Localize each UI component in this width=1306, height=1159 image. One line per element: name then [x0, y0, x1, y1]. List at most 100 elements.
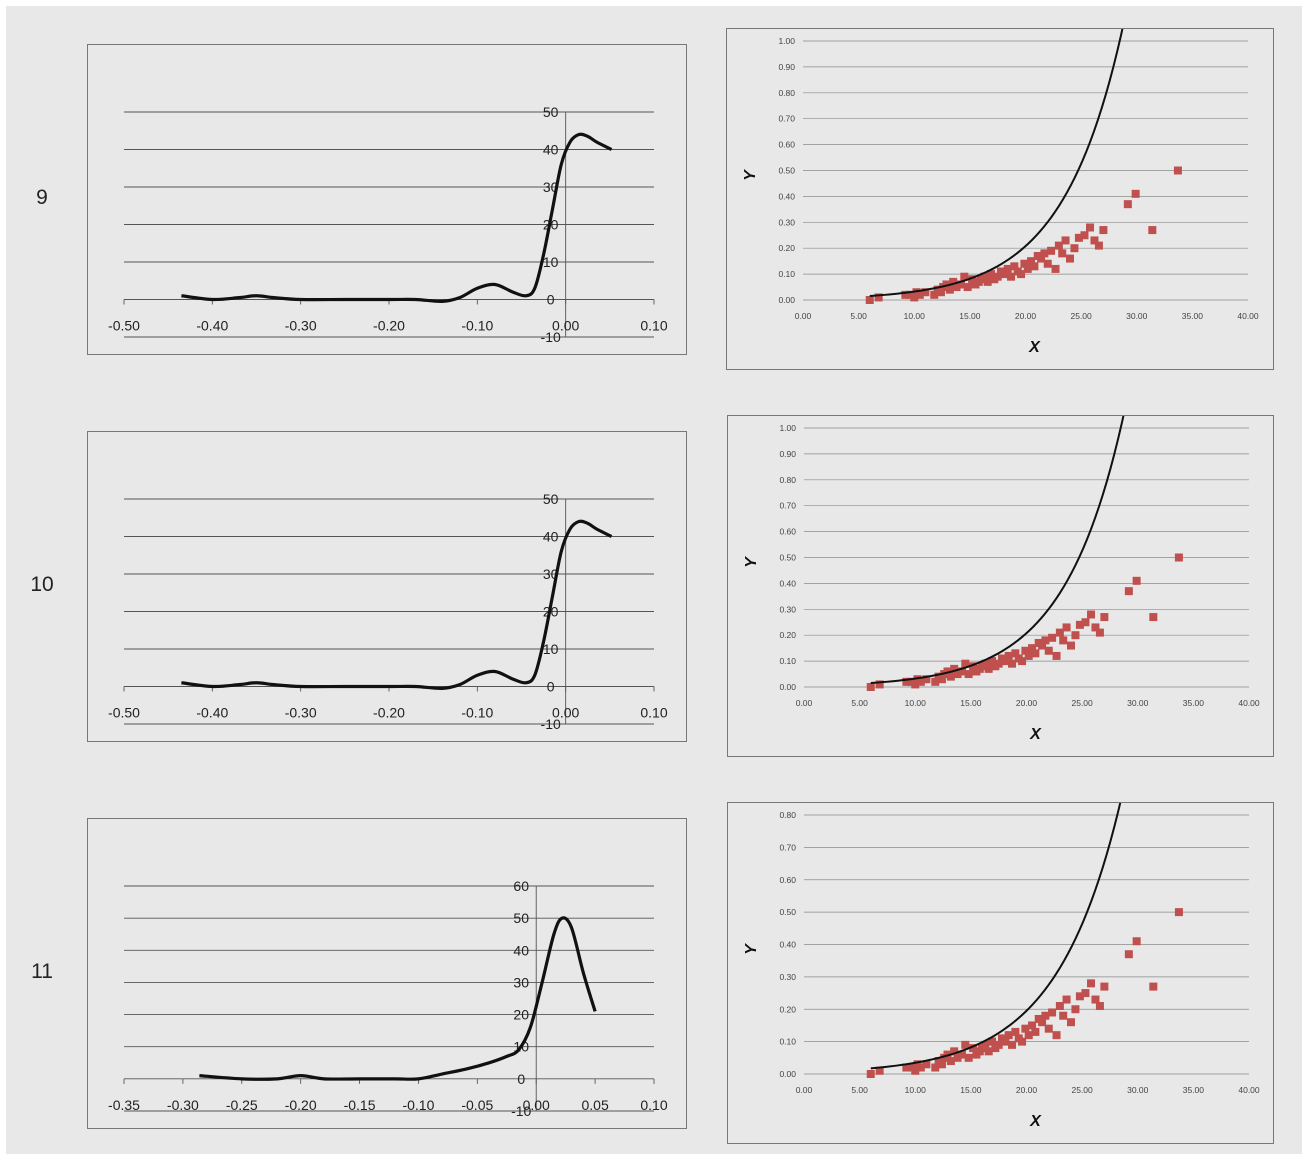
scatter-point — [922, 675, 931, 684]
scatter-point — [946, 672, 955, 681]
x-tick-label: 40.00 — [1238, 1085, 1260, 1095]
y-tick-label: 0 — [547, 292, 555, 308]
y-tick-label: 0.00 — [779, 1069, 796, 1079]
scatter-point — [1001, 657, 1010, 666]
scatter-point — [1058, 249, 1067, 258]
scatter-point — [993, 272, 1002, 281]
x-tick-label: 0.10 — [640, 1097, 667, 1113]
row-label-9: 9 — [36, 186, 48, 209]
x-tick-label: 35.00 — [1182, 311, 1204, 321]
scatter-point — [1044, 1024, 1053, 1033]
scatter-point — [902, 1063, 911, 1072]
x-tick-label: 35.00 — [1183, 1085, 1205, 1095]
scatter-point — [1000, 270, 1009, 279]
row-label-10: 10 — [30, 573, 54, 596]
density-series-line — [199, 916, 597, 1081]
scatter-point — [1061, 236, 1070, 245]
scatter-point — [1062, 995, 1071, 1004]
scatter-point — [1148, 226, 1157, 235]
scatter-point — [915, 290, 924, 299]
x-tick-label: -0.35 — [108, 1097, 140, 1113]
y-tick-label: 40 — [513, 942, 529, 958]
x-tick-label: -0.10 — [402, 1097, 434, 1113]
scatter-point — [1132, 937, 1141, 946]
scatter-point — [1003, 264, 1012, 273]
density-chart-10: -10 0 10 20 30 40 50 -0.50 -0.40 -0.30 -0.20 -0.10 0… — [87, 431, 687, 742]
scatter-point — [937, 1060, 946, 1069]
scatter-point — [866, 683, 875, 691]
x-tick-label: -0.15 — [344, 1097, 376, 1113]
x-tick-label: 25.00 — [1071, 698, 1093, 708]
y-tick-label: 0.30 — [779, 972, 796, 982]
fitted-curve — [869, 29, 1124, 297]
y-tick-label: 0.40 — [778, 191, 795, 201]
y-tick-label: 0.30 — [778, 217, 795, 227]
scatter-point — [906, 1063, 915, 1072]
scatter-point — [1081, 989, 1090, 998]
x-tick-label: 0.00 — [796, 698, 813, 708]
scatter-point — [1091, 623, 1100, 632]
x-tick-label: 15.00 — [960, 1085, 982, 1095]
scatter-point — [1067, 641, 1075, 650]
scatter-point — [931, 1063, 940, 1072]
scatter-point — [1047, 246, 1056, 255]
y-tick-label: 0.20 — [778, 243, 795, 253]
x-tick-label: 0.00 — [552, 705, 579, 721]
scatter-point — [1091, 995, 1100, 1004]
scatter-point — [987, 270, 996, 279]
y-tick-label: 40 — [543, 529, 559, 545]
scatter-point — [1004, 651, 1013, 660]
y-tick-label: 0.00 — [778, 295, 795, 305]
x-tick-label: -0.10 — [461, 318, 493, 334]
y-tick-label: 10 — [543, 641, 559, 657]
scatter-point — [953, 1053, 962, 1062]
scatter-point — [930, 290, 939, 299]
y-tick-label: 0.50 — [779, 907, 796, 917]
scatter-point — [906, 677, 915, 686]
y-tick-label: 0.40 — [779, 940, 796, 950]
scatter-point — [911, 1066, 920, 1075]
scatter-point — [1074, 233, 1083, 242]
y-tick-label: 30 — [513, 974, 529, 990]
scatter-chart-9: 0.00 0.10 0.20 0.30 0.40 0.50 0.60 0.70 0.80 0.90… — [726, 28, 1274, 370]
x-tick-label: 30.00 — [1126, 311, 1148, 321]
x-tick-label: 15.00 — [959, 311, 981, 321]
scatter-point — [1149, 613, 1158, 622]
x-tick-label: 40.00 — [1238, 698, 1260, 708]
scatter-point — [1075, 992, 1084, 1001]
scatter-point — [1008, 1040, 1017, 1049]
x-tick-label: 10.00 — [905, 698, 927, 708]
scatter-point — [1066, 254, 1074, 263]
x-tick-label: -0.20 — [373, 318, 405, 334]
scatter-point — [1071, 631, 1080, 640]
scatter-point — [1051, 264, 1060, 273]
scatter-point — [1054, 241, 1063, 250]
x-tick-label: 20.00 — [1015, 311, 1037, 321]
scatter-point — [875, 1066, 884, 1075]
scatter-point — [1001, 1037, 1010, 1046]
y-tick-label: 0.80 — [779, 810, 796, 820]
density-series-line — [181, 132, 613, 303]
scatter-point — [960, 272, 969, 281]
x-tick-label: 0.00 — [523, 1097, 550, 1113]
scatter-point — [1124, 950, 1133, 959]
scatter-point — [1017, 270, 1026, 279]
scatter-point — [953, 670, 962, 679]
scatter-point — [1041, 636, 1050, 645]
fitted-curve — [870, 803, 1122, 1070]
y-tick-label: 1.00 — [779, 423, 796, 433]
scatter-point — [1038, 641, 1047, 650]
x-axis-title: X — [1029, 1113, 1042, 1130]
scatter-point — [1067, 1018, 1075, 1027]
scatter-point — [1007, 272, 1016, 281]
scatter-point — [1052, 651, 1061, 660]
scatter-point — [1070, 244, 1079, 253]
y-tick-label: 0.20 — [779, 1004, 796, 1014]
scatter-point — [1011, 1027, 1020, 1036]
y-tick-label: 0.00 — [779, 682, 796, 692]
y-tick-label: 0.30 — [779, 604, 796, 614]
y-axis-title: Y — [743, 556, 760, 568]
scatter-point — [1031, 1027, 1040, 1036]
scatter-point — [1055, 1002, 1064, 1011]
y-tick-label: -10 — [511, 1103, 531, 1119]
